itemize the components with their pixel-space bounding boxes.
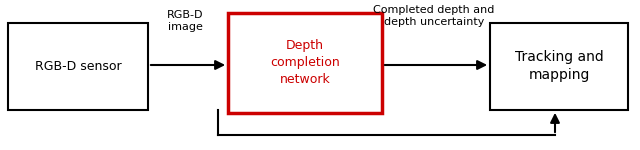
Text: Depth
completion
network: Depth completion network: [270, 39, 340, 86]
Bar: [8, 22, 148, 110]
Text: Tracking and
mapping: Tracking and mapping: [515, 50, 604, 82]
Bar: [490, 22, 628, 110]
Text: RGB-D
image: RGB-D image: [167, 10, 204, 32]
Text: Completed depth and
depth uncertainty: Completed depth and depth uncertainty: [373, 5, 495, 27]
Text: RGB-D sensor: RGB-D sensor: [35, 60, 122, 73]
Bar: [228, 12, 382, 113]
